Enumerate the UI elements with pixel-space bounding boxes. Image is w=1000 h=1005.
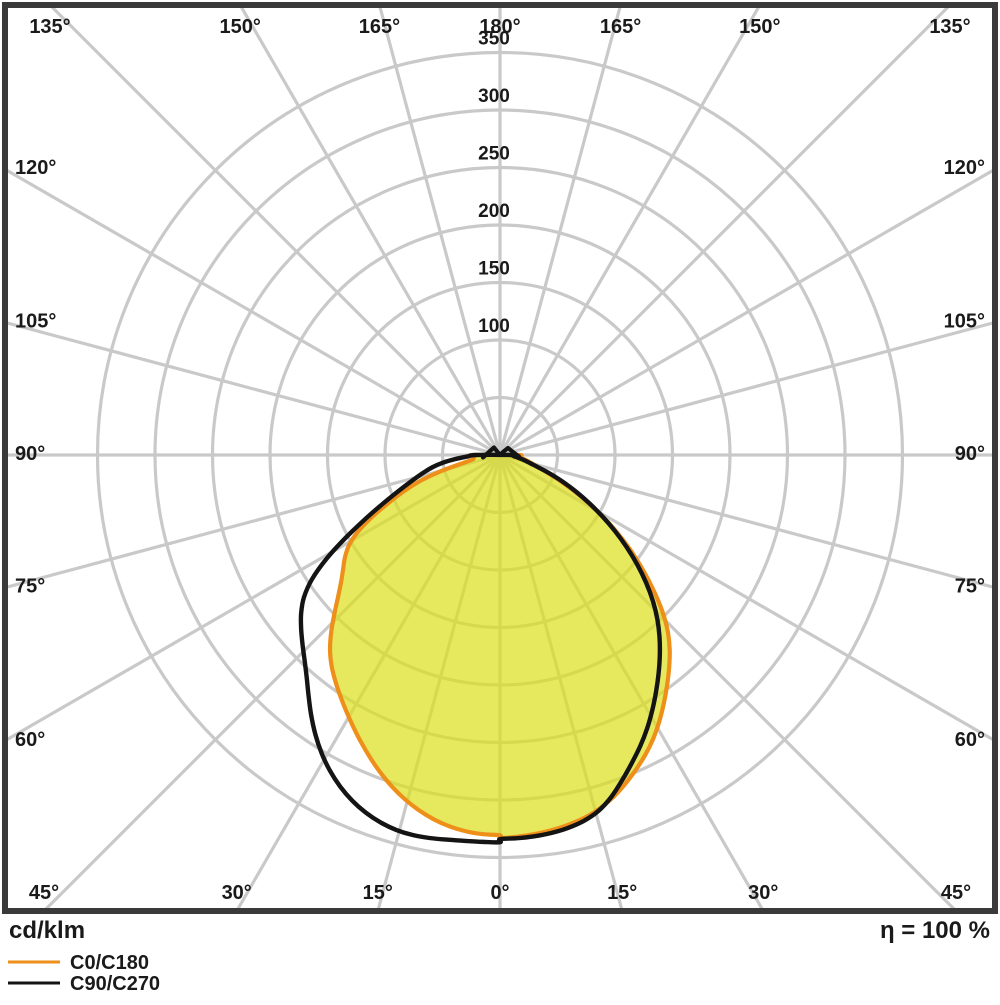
svg-text:200: 200 [478,201,510,222]
svg-text:30°: 30° [748,882,778,904]
svg-text:75°: 75° [15,576,45,598]
svg-text:250: 250 [478,144,510,165]
svg-text:135°: 135° [929,16,970,38]
svg-text:60°: 60° [15,729,45,751]
svg-text:30°: 30° [222,882,252,904]
svg-text:105°: 105° [15,310,56,332]
svg-text:90°: 90° [955,443,985,465]
svg-text:100: 100 [478,316,510,337]
svg-text:165°: 165° [600,16,641,38]
svg-text:90°: 90° [15,443,45,465]
svg-text:120°: 120° [944,157,985,179]
svg-text:15°: 15° [363,882,393,904]
svg-text:300: 300 [478,86,510,107]
svg-text:75°: 75° [955,576,985,598]
svg-text:60°: 60° [955,729,985,751]
svg-text:C90/C270: C90/C270 [70,973,160,995]
svg-text:η = 100 %: η = 100 % [880,917,990,944]
svg-text:135°: 135° [29,16,70,38]
svg-text:0°: 0° [490,882,509,904]
svg-text:45°: 45° [29,882,59,904]
svg-text:150°: 150° [739,16,780,38]
svg-text:150: 150 [478,259,510,280]
svg-text:350: 350 [478,29,510,50]
svg-text:150°: 150° [220,16,261,38]
svg-text:15°: 15° [607,882,637,904]
svg-text:120°: 120° [15,157,56,179]
svg-text:C0/C180: C0/C180 [70,952,149,974]
svg-text:45°: 45° [941,882,971,904]
svg-text:cd/klm: cd/klm [9,917,85,944]
svg-text:165°: 165° [359,16,400,38]
svg-text:105°: 105° [944,310,985,332]
